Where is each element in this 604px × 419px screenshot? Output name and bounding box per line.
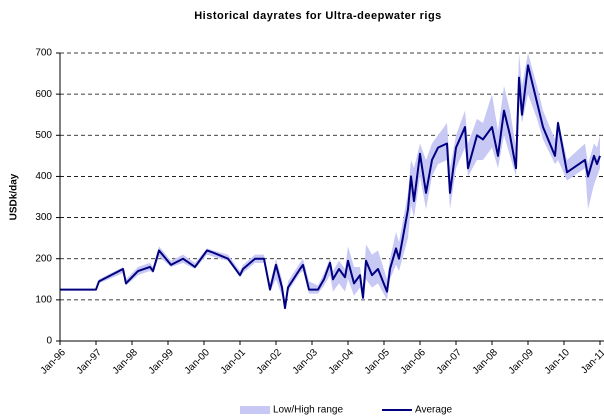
y-tick-label: 300 [35,212,52,223]
x-tick-label: Jan-99 [147,347,177,377]
y-tick-label: 200 [35,253,52,264]
legend-label: Low/High range [273,405,343,416]
x-tick-label: Jan-07 [435,347,465,377]
x-tick-label: Jan-04 [327,347,357,377]
x-tick-label: Jan-10 [543,347,573,377]
x-tick-label: Jan-96 [39,347,69,377]
y-tick-label: 700 [35,48,52,59]
x-tick-label: Jan-98 [111,347,141,377]
x-tick-label: Jan-03 [291,347,321,377]
legend-swatch [240,406,270,414]
y-tick-label: 400 [35,171,52,182]
x-tick-label: Jan-09 [507,347,537,377]
x-tick-label: Jan-05 [363,347,393,377]
x-tick-label: Jan-01 [219,347,249,377]
y-tick-label: 100 [35,294,52,305]
x-tick-label: Jan-08 [471,347,501,377]
x-tick-label: Jan-11 [579,347,604,376]
y-tick-label: 0 [46,336,52,347]
average-line [60,64,601,310]
y-axis-title: USDk/day [9,173,20,220]
x-tick-label: Jan-06 [399,347,429,377]
y-tick-label: 600 [35,89,52,100]
y-tick-label: 500 [35,130,52,141]
range-area [60,53,600,311]
legend-label: Average [415,405,453,416]
x-tick-label: Jan-97 [75,347,105,377]
x-tick-label: Jan-00 [183,347,213,377]
chart-title: Historical dayrates for Ultra-deepwater … [194,10,442,22]
x-tick-label: Jan-02 [255,347,285,377]
